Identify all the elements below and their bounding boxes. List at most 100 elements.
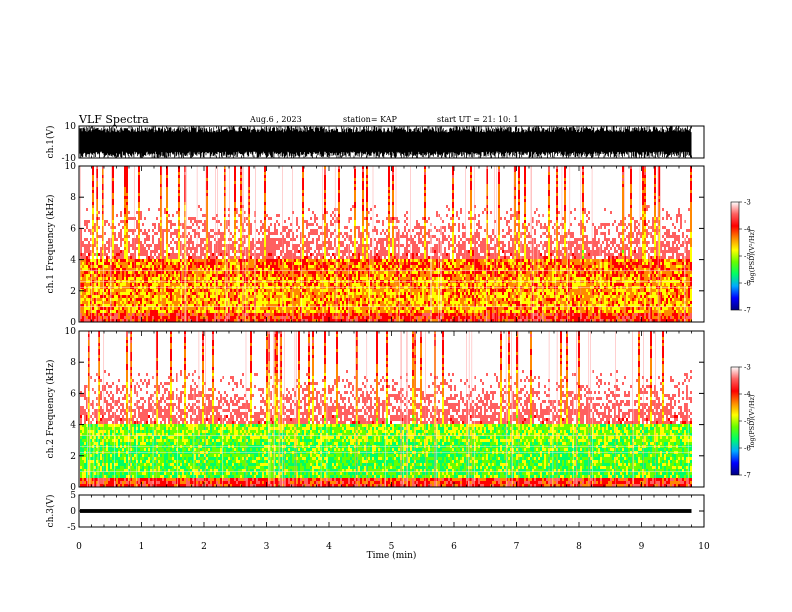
spectrogram-cell xyxy=(126,283,128,286)
spectrogram-cell xyxy=(104,178,106,181)
spectrogram-cell xyxy=(106,265,108,268)
spectrogram-cell xyxy=(126,199,128,202)
spectrogram-cell xyxy=(130,295,132,298)
spectrogram-cell xyxy=(86,214,88,217)
spectrogram-cell xyxy=(98,187,100,190)
spectrogram-cell xyxy=(112,190,114,193)
spectrogram-cell xyxy=(94,298,96,301)
spectrogram-cell xyxy=(88,226,90,229)
spectrogram-cell xyxy=(84,193,86,196)
spectrogram-cell xyxy=(88,298,90,301)
spectrogram-cell xyxy=(128,169,130,172)
spectrogram-cell xyxy=(126,289,128,292)
spectrogram-cell xyxy=(128,253,130,256)
spectrogram-cell xyxy=(132,259,134,262)
spectrogram-cell xyxy=(118,313,120,316)
spectrogram-cell xyxy=(106,214,108,217)
spectrogram-cell xyxy=(134,214,136,217)
spectrogram-cell xyxy=(118,235,120,238)
spectrogram-cell xyxy=(124,316,126,319)
spectrogram-cell xyxy=(94,250,96,253)
spectrogram-cell xyxy=(112,205,114,208)
spectrogram-cell xyxy=(104,172,106,175)
spectrogram-cell xyxy=(116,217,118,220)
spectrogram-cell xyxy=(98,253,100,256)
spectrogram-cell xyxy=(94,271,96,274)
spectrogram-cell xyxy=(82,244,84,247)
spectrogram-cell xyxy=(108,253,110,256)
spectrogram-cell xyxy=(86,178,88,181)
spectrogram-cell xyxy=(84,295,86,298)
spectrogram-cell xyxy=(126,208,128,211)
spectrogram-cell xyxy=(98,220,100,223)
spectrogram-cell xyxy=(124,190,126,193)
spectrogram-cell xyxy=(114,208,116,211)
spectrogram-cell xyxy=(114,250,116,253)
spectrogram-cell xyxy=(118,238,120,241)
spectrogram-cell xyxy=(98,178,100,181)
spectrogram-cell xyxy=(98,223,100,226)
spectrogram-cell xyxy=(82,172,84,175)
spectrogram-cell xyxy=(122,289,124,292)
spectrogram-cell xyxy=(86,184,88,187)
spectrogram-cell xyxy=(130,184,132,187)
spectrogram-cell xyxy=(84,229,86,232)
spectrogram-cell xyxy=(98,193,100,196)
spectrogram-cell xyxy=(116,250,118,253)
spectrogram-cell xyxy=(120,202,122,205)
spectrogram-cell xyxy=(134,190,136,193)
spectrogram-cell xyxy=(104,229,106,232)
spectrogram-cell xyxy=(134,253,136,256)
spectrogram-cell xyxy=(82,217,84,220)
spectrogram-cell xyxy=(94,208,96,211)
spectrogram-cell xyxy=(92,250,94,253)
spectrogram-cell xyxy=(130,190,132,193)
spectrogram-cell xyxy=(124,289,126,292)
spectrogram-cell xyxy=(98,238,100,241)
spectrogram-cell xyxy=(118,274,120,277)
spectrogram-cell xyxy=(134,298,136,301)
spectrogram-cell xyxy=(88,253,90,256)
spectrogram-cell xyxy=(112,226,114,229)
spectrogram-cell xyxy=(84,244,86,247)
spectrogram-cell xyxy=(132,229,134,232)
spectrogram-cell xyxy=(92,211,94,214)
spectrogram-cell xyxy=(86,223,88,226)
spectrogram-cell xyxy=(114,223,116,226)
spectrogram-cell xyxy=(100,295,102,298)
spectrogram-cell xyxy=(82,175,84,178)
spectrogram-cell xyxy=(88,193,90,196)
spectrogram-cell xyxy=(92,223,94,226)
spectrogram-cell xyxy=(134,196,136,199)
spectrogram-cell xyxy=(130,259,132,262)
spectrogram-cell xyxy=(94,235,96,238)
spectrogram-cell xyxy=(134,169,136,172)
spectrogram-cell xyxy=(120,238,122,241)
spectrogram-cell xyxy=(84,289,86,292)
spectrogram-cell xyxy=(126,178,128,181)
spectrogram-cell xyxy=(128,283,130,286)
spectrogram-cell xyxy=(132,316,134,319)
spectrogram-cell xyxy=(106,205,108,208)
spectrogram-cell xyxy=(94,289,96,292)
spectrogram-cell xyxy=(126,265,128,268)
spectrogram-cell xyxy=(122,253,124,256)
spectrogram-cell xyxy=(92,310,94,313)
spectrogram-cell xyxy=(88,238,90,241)
spectrogram-cell xyxy=(130,199,132,202)
spectrogram-cell xyxy=(132,298,134,301)
spectrogram-cell xyxy=(92,172,94,175)
spectrogram-cell xyxy=(82,181,84,184)
spectrogram-cell xyxy=(126,184,128,187)
spectrogram-cell xyxy=(132,211,134,214)
spectrogram-cell xyxy=(86,232,88,235)
spectrogram-cell xyxy=(126,202,128,205)
spectrogram-cell xyxy=(86,307,88,310)
spectrogram-cell xyxy=(94,232,96,235)
spectrogram-cell xyxy=(88,244,90,247)
spectrogram-cell xyxy=(92,226,94,229)
spectrogram-cell xyxy=(114,238,116,241)
spectrogram-cell xyxy=(120,259,122,262)
spectrogram-cell xyxy=(118,205,120,208)
spectrogram-cell xyxy=(88,175,90,178)
